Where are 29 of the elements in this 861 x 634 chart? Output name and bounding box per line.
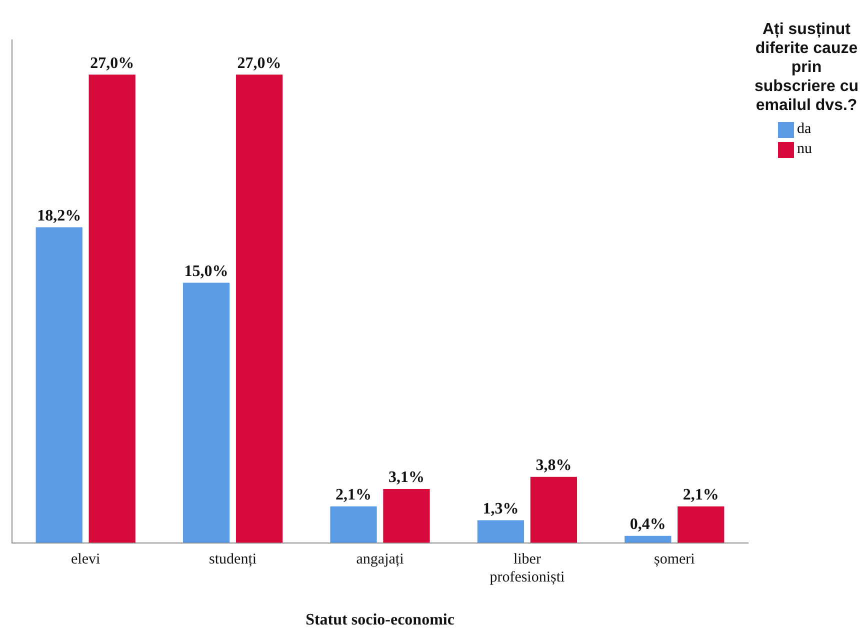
x-axis-title: Statut socio-economic	[306, 612, 454, 629]
data-label: 18,2%	[37, 207, 82, 224]
x-tick-label: studenți	[209, 552, 257, 568]
data-label: 2,1%	[682, 486, 719, 504]
bar	[477, 520, 524, 543]
bar	[678, 506, 724, 543]
x-tick-label: șomeri	[654, 552, 695, 568]
bar	[530, 476, 578, 543]
data-label: 1,3%	[482, 500, 519, 518]
bar	[383, 489, 430, 543]
legend-label: nu	[797, 141, 812, 158]
x-tick-label: angajați	[356, 552, 404, 568]
bar	[182, 282, 230, 543]
bar	[624, 536, 672, 543]
data-label: 27,0%	[237, 54, 282, 72]
legend-label: da	[797, 121, 812, 138]
bar	[36, 227, 82, 543]
x-tick-label: elevi	[71, 552, 100, 568]
data-label: 2,1%	[336, 486, 372, 504]
data-label: 0,4%	[630, 516, 666, 534]
legend-title: Ați susținut diferite cauze prin subscriere cu emailul dvs.?	[753, 20, 860, 115]
data-label: 15,0%	[184, 262, 228, 280]
x-tick-label: liber profesioniști	[490, 552, 565, 586]
data-label: 27,0%	[90, 54, 134, 72]
bar	[236, 74, 283, 543]
bar	[88, 74, 136, 543]
data-label: 3,8%	[536, 457, 572, 474]
data-label: 3,1%	[388, 469, 424, 486]
bar	[330, 506, 377, 543]
